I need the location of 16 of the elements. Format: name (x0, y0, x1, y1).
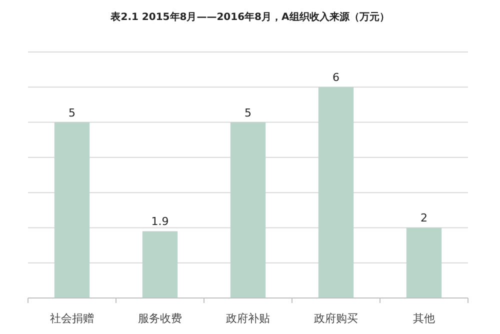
data-label: 6 (332, 71, 340, 84)
bar (406, 228, 442, 298)
bar (318, 87, 354, 298)
data-label: 5 (68, 106, 76, 120)
bar (54, 122, 90, 298)
data-label: 1.9 (151, 215, 169, 228)
data-label: 5 (244, 106, 252, 120)
bar (230, 122, 266, 298)
chart-title: 表2.1 2015年8月——2016年8月，A组织收入来源（万元） (110, 11, 390, 23)
x-tick-label: 社会捐赠 (50, 312, 94, 325)
x-tick-label: 服务收费 (138, 312, 182, 325)
x-tick-label: 其他 (413, 312, 435, 325)
bar (142, 231, 178, 298)
x-tick-label: 政府补贴 (226, 312, 270, 325)
data-label: 2 (420, 212, 428, 225)
x-tick-label: 政府购买 (314, 312, 358, 325)
